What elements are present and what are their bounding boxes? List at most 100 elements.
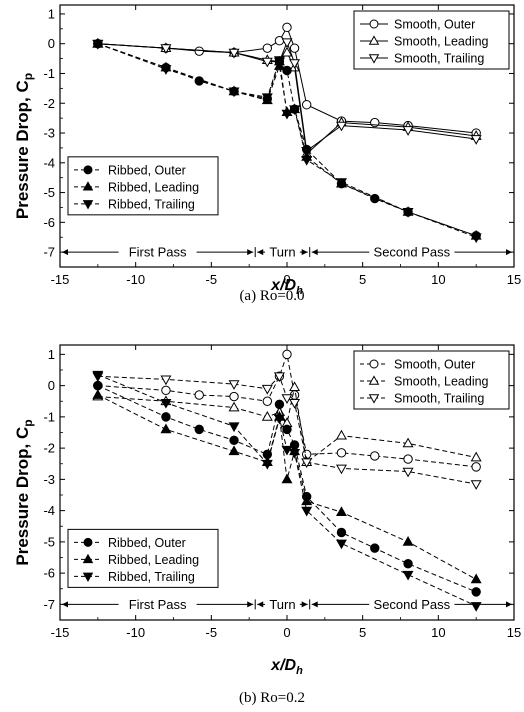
y-axis-label-subscript: p <box>21 73 35 80</box>
region-label-bg <box>265 596 300 612</box>
data-point <box>289 381 301 392</box>
y-tick-label: 1 <box>48 6 55 21</box>
region-label: First Pass <box>129 597 187 612</box>
data-point <box>370 451 380 461</box>
y-axis-label: Pressure Drop, Cp <box>13 73 35 219</box>
legend-ribbed <box>67 156 219 216</box>
legend-marker <box>368 54 380 64</box>
region-label-bg <box>369 244 455 260</box>
x-axis-label-subscript: h <box>296 665 303 677</box>
series-ribbed-trailing <box>92 370 482 612</box>
data-point <box>336 429 347 440</box>
x-tick-label: -15 <box>51 625 70 640</box>
y-axis-label: Pressure Drop, Cp <box>13 419 35 565</box>
data-point <box>403 559 413 569</box>
data-point <box>194 390 204 400</box>
data-point <box>470 573 482 584</box>
y-tick-label: 0 <box>48 378 55 393</box>
data-point <box>274 399 285 410</box>
data-point <box>273 372 285 383</box>
data-point <box>229 435 239 446</box>
data-point <box>301 155 313 166</box>
data-point <box>194 46 204 56</box>
region-label: Second Pass <box>374 597 451 612</box>
series-line <box>97 43 477 238</box>
data-point <box>282 424 292 435</box>
data-point <box>301 506 313 517</box>
y-tick-label: -7 <box>43 597 55 612</box>
data-point <box>273 414 285 425</box>
data-point <box>273 56 285 66</box>
legend-label: Ribbed, Outer <box>108 536 186 550</box>
legend-label: Ribbed, Leading <box>108 180 199 194</box>
region-arrow-head-left <box>257 601 264 608</box>
legend-marker <box>369 19 379 29</box>
region-arrow-head-right <box>247 249 254 256</box>
x-axis-label-text: x/D <box>270 657 296 674</box>
x-tick-label: -5 <box>206 272 218 287</box>
data-point <box>261 57 273 68</box>
series-smooth-trailing <box>92 372 482 490</box>
data-point <box>289 59 301 69</box>
data-point <box>160 423 172 434</box>
legend-marker <box>368 394 380 404</box>
legend-label: Smooth, Trailing <box>394 52 484 66</box>
region-arrow-head-left <box>62 601 68 608</box>
legend-label: Smooth, Leading <box>394 35 489 49</box>
x-tick-label: 15 <box>507 625 521 640</box>
data-point <box>228 380 240 390</box>
data-point <box>289 43 300 53</box>
data-point <box>281 109 293 120</box>
data-point <box>289 448 301 459</box>
x-tick-label: 10 <box>431 272 445 287</box>
legend-label: Ribbed, Trailing <box>108 570 195 584</box>
y-tick-label: 1 <box>48 347 55 362</box>
y-tick-label: -3 <box>43 472 55 487</box>
x-tick-label: 0 <box>283 272 290 287</box>
data-point <box>262 43 273 53</box>
data-point <box>282 349 292 360</box>
data-point <box>282 22 292 33</box>
legend-smooth <box>353 350 510 410</box>
legend-smooth <box>353 10 510 70</box>
legend-label: Ribbed, Trailing <box>108 197 195 211</box>
figure-caption: (b) Ro=0.2 <box>239 690 305 706</box>
y-axis-label-text: Pressure Drop, C <box>13 427 32 566</box>
y-tick-label: -4 <box>43 503 55 518</box>
data-point <box>261 459 273 470</box>
y-tick-label: -4 <box>43 155 55 170</box>
region-arrow-head-left <box>257 249 264 256</box>
legend-marker <box>82 200 94 210</box>
data-point <box>403 454 413 464</box>
data-point <box>470 451 482 462</box>
data-point <box>274 36 285 46</box>
region-arrow-head-right <box>247 601 254 608</box>
region-label-bg <box>369 596 455 612</box>
data-point <box>370 543 380 553</box>
data-point <box>289 398 301 409</box>
region-label-bg <box>118 244 197 260</box>
region-label: First Pass <box>129 245 187 260</box>
data-point <box>161 385 171 396</box>
data-point <box>261 93 273 104</box>
data-point <box>160 375 172 386</box>
y-tick-label: -1 <box>43 409 55 424</box>
legend-marker <box>369 359 379 369</box>
x-tick-label: 5 <box>359 625 366 640</box>
data-point <box>336 464 347 475</box>
data-point <box>336 539 347 550</box>
data-point <box>92 389 104 399</box>
legend-marker <box>82 181 94 191</box>
data-point <box>470 602 482 612</box>
data-point <box>402 467 414 478</box>
data-point <box>229 391 239 402</box>
data-point <box>228 401 240 412</box>
y-tick-label: -7 <box>43 245 55 260</box>
x-tick-label: -5 <box>206 625 218 640</box>
data-point <box>261 411 273 421</box>
region-arrow-head-right <box>301 249 308 256</box>
y-tick-label: -3 <box>43 126 55 141</box>
data-point <box>402 536 414 546</box>
